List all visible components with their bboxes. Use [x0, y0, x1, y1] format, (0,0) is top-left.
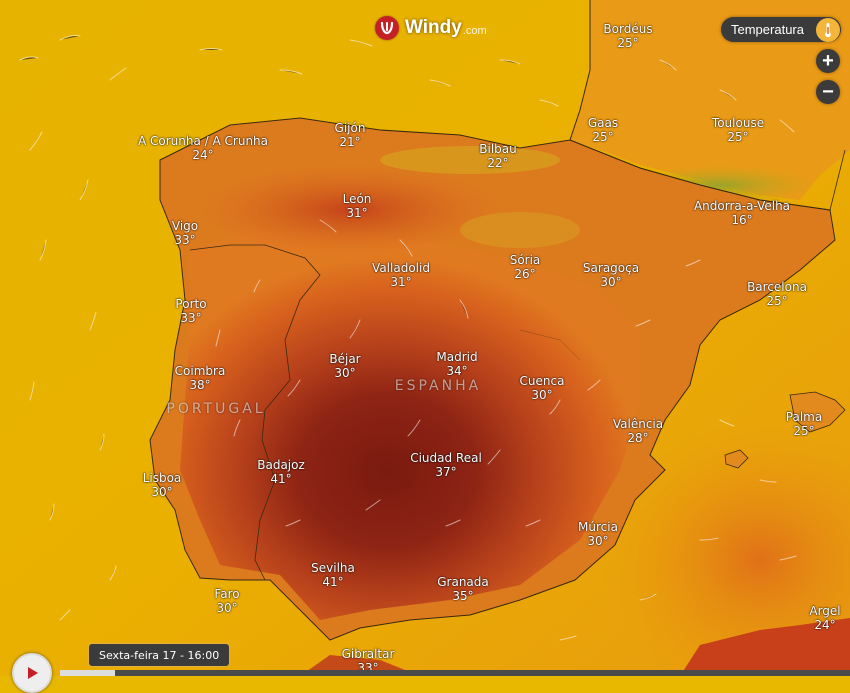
city-label-sevilha[interactable]: Sevilha 41° [311, 561, 355, 589]
country-label-espanha: ESPANHA [394, 378, 482, 394]
city-temp: 33° [174, 233, 196, 247]
minus-icon: − [822, 81, 834, 103]
city-label-a-corunha[interactable]: A Corunha / A Crunha 24° [137, 134, 269, 162]
city-temp: 21° [339, 135, 361, 149]
city-temp: 24° [814, 618, 836, 632]
city-temp: 25° [727, 130, 749, 144]
city-label-gijon[interactable]: Gijón 21° [334, 121, 366, 149]
city-temp: 25° [766, 294, 788, 308]
mallorca-island [789, 391, 846, 433]
city-label-toulouse[interactable]: Toulouse 25° [711, 116, 765, 144]
city-temp: 26° [514, 267, 536, 281]
city-label-ciudad-real[interactable]: Ciudad Real 37° [410, 451, 482, 479]
windy-logo-icon [375, 16, 399, 40]
city-label-barcelona[interactable]: Barcelona 25° [747, 280, 807, 308]
country-label-portugal: PORTUGAL [166, 401, 266, 417]
city-label-leon[interactable]: León 31° [342, 192, 372, 220]
city-label-gaas[interactable]: Gaas 25° [587, 116, 619, 144]
city-label-faro[interactable]: Faro 30° [214, 587, 240, 615]
city-temp: 25° [793, 424, 815, 438]
windy-logo[interactable]: Windy .com [375, 15, 487, 41]
city-temp: 25° [592, 130, 614, 144]
city-label-palma[interactable]: Palma 25° [785, 410, 823, 438]
city-label-vigo[interactable]: Vigo 33° [171, 219, 199, 247]
ibiza-island [724, 449, 749, 469]
city-temp: 28° [627, 431, 649, 445]
city-temp: 31° [390, 275, 412, 289]
brand-name: Windy [405, 17, 462, 38]
city-temp: 30° [531, 388, 553, 402]
timeline-time-label: Sexta-feira 17 - 16:00 [88, 643, 231, 667]
city-temp: 24° [192, 148, 214, 162]
city-temp: 41° [270, 472, 292, 486]
city-label-cuenca[interactable]: Cuenca 30° [519, 374, 565, 402]
city-temp: 34° [446, 364, 468, 378]
cool-soria [460, 212, 580, 248]
city-label-bordeus[interactable]: Bordéus 25° [603, 22, 653, 50]
city-label-saragoca[interactable]: Saragoça 30° [582, 261, 640, 289]
plus-icon: + [822, 50, 834, 72]
layer-label: Temperatura [731, 22, 804, 37]
city-temp: 30° [334, 366, 356, 380]
city-label-valladolid[interactable]: Valladolid 31° [372, 261, 430, 289]
portugal-spain-border [189, 244, 321, 581]
city-temp: 37° [435, 465, 457, 479]
spain-internal-line [519, 329, 581, 361]
city-temp: 16° [731, 213, 753, 227]
timeline-bar[interactable] [60, 670, 850, 676]
city-label-argel[interactable]: Argel 24° [809, 604, 841, 632]
play-button[interactable] [12, 653, 52, 693]
france-spain-border [569, 139, 846, 211]
city-temp: 25° [617, 36, 639, 50]
zoom-in-button[interactable]: + [816, 49, 840, 73]
city-temp: 30° [216, 601, 238, 615]
city-label-soria[interactable]: Sória 26° [509, 253, 541, 281]
city-temp: 30° [600, 275, 622, 289]
city-temp: 30° [587, 534, 609, 548]
wind-particles [19, 35, 797, 641]
city-label-granada[interactable]: Granada 35° [437, 575, 489, 603]
north-africa-land [680, 618, 850, 676]
city-temp: 35° [452, 589, 474, 603]
city-label-andorra[interactable]: Andorra-a-Velha 16° [693, 199, 791, 227]
city-temp: 22° [487, 156, 509, 170]
zoom-out-button[interactable]: − [816, 80, 840, 104]
cool-cantabria [380, 146, 560, 174]
temperature-map[interactable] [0, 0, 850, 676]
city-label-coimbra[interactable]: Coimbra 38° [174, 364, 226, 392]
france-land [570, 0, 850, 200]
play-icon [28, 667, 38, 679]
layer-selector[interactable]: Temperatura [721, 17, 841, 42]
warm-sea-southeast [600, 420, 850, 676]
city-label-madrid[interactable]: Madrid 34° [436, 350, 478, 378]
city-label-murcia[interactable]: Múrcia 30° [578, 520, 618, 548]
thermometer-icon [816, 17, 840, 42]
city-label-bejar[interactable]: Béjar 30° [329, 352, 361, 380]
brand-domain: .com [462, 25, 487, 37]
city-label-valencia[interactable]: Valência 28° [612, 417, 664, 445]
city-temp: 30° [151, 485, 173, 499]
city-temp: 41° [322, 575, 344, 589]
city-label-badajoz[interactable]: Badajoz 41° [257, 458, 305, 486]
city-label-porto[interactable]: Porto 33° [175, 297, 207, 325]
north-heat [200, 165, 500, 255]
city-temp: 31° [346, 206, 368, 220]
city-temp: 38° [189, 378, 211, 392]
city-temp: 33° [180, 311, 202, 325]
city-label-bilbau[interactable]: Bilbau 22° [479, 142, 517, 170]
timeline-progress [60, 670, 116, 676]
france-coast [569, 0, 591, 141]
city-label-lisboa[interactable]: Lisboa 30° [142, 471, 182, 499]
